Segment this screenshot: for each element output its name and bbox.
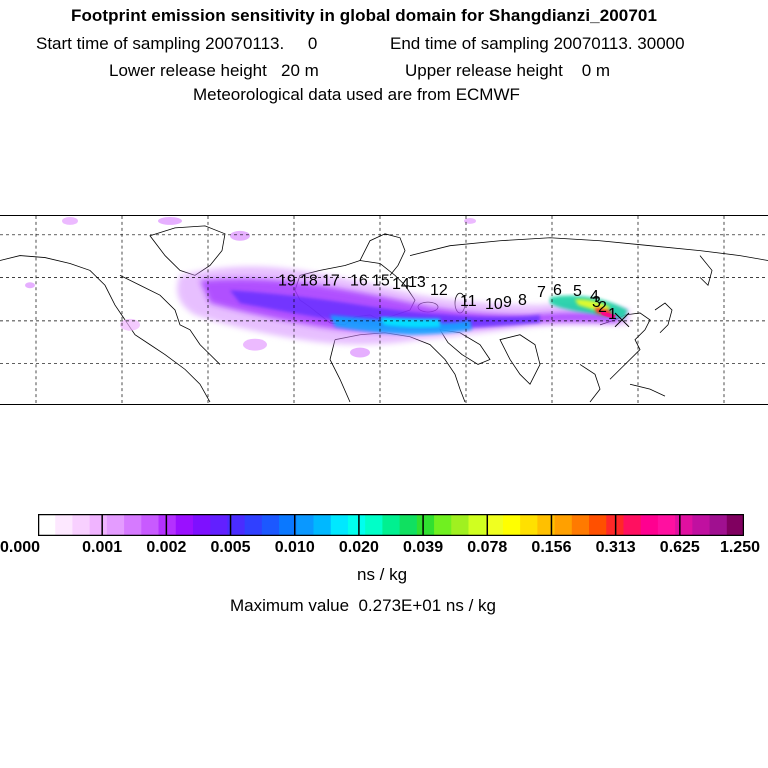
colorbar-tick-label: 0.001 bbox=[82, 539, 123, 556]
trajectory-label-3: 3 bbox=[592, 294, 601, 311]
colorbar-swatch bbox=[502, 514, 521, 536]
start-time-label: Start time of sampling 20070113. 0 bbox=[36, 34, 318, 53]
colorbar-tick-label: 0.000 bbox=[0, 539, 41, 556]
colorbar-swatch bbox=[72, 514, 91, 536]
colorbar-swatch bbox=[158, 514, 177, 536]
colorbar-swatch bbox=[89, 514, 108, 536]
footprint-plume bbox=[25, 216, 630, 358]
colorbar-swatch bbox=[485, 514, 504, 536]
colorbar-swatch bbox=[468, 514, 487, 536]
colorbar bbox=[38, 514, 744, 536]
colorbar-tick-label: 0.039 bbox=[403, 539, 444, 556]
colorbar-swatch bbox=[520, 514, 538, 536]
colorbar-swatch bbox=[399, 514, 418, 536]
colorbar-tick-label: 0.002 bbox=[146, 539, 187, 556]
colorbar-swatch bbox=[657, 514, 676, 536]
trajectory-label-5: 5 bbox=[573, 283, 582, 300]
colorbar-tick-label: 0.625 bbox=[659, 539, 700, 556]
colorbar-swatch bbox=[279, 514, 297, 536]
colorbar-swatch bbox=[537, 514, 556, 536]
lower-release-height-label: Lower release height 20 m bbox=[109, 61, 319, 80]
figure-title: Footprint emission sensitivity in global… bbox=[70, 6, 658, 25]
trajectory-label-19: 19 bbox=[278, 272, 296, 289]
colorbar-swatch bbox=[726, 514, 744, 536]
colorbar-tick-label: 0.005 bbox=[210, 539, 251, 556]
trajectory-label-4: 4 bbox=[590, 288, 599, 305]
colorbar-swatch bbox=[554, 514, 573, 536]
colorbar-tick-label: 0.313 bbox=[595, 539, 636, 556]
colorbar-tick-label: 0.156 bbox=[531, 539, 572, 556]
trajectory-label-16: 16 bbox=[350, 272, 368, 289]
colorbar-swatch bbox=[416, 514, 435, 536]
end-time-label: End time of sampling 20070113. 30000 bbox=[390, 34, 685, 53]
units-label: ns / kg bbox=[357, 565, 408, 584]
trajectory-label-6: 6 bbox=[553, 282, 562, 299]
trajectory-label-18: 18 bbox=[300, 272, 318, 289]
trajectory-label-17: 17 bbox=[322, 272, 340, 289]
colorbar-swatch bbox=[692, 514, 711, 536]
trajectory-label-2: 2 bbox=[598, 299, 607, 316]
lat-lon-grid bbox=[0, 216, 768, 404]
colorbar-swatch bbox=[38, 514, 56, 536]
colorbar-border bbox=[38, 514, 744, 536]
colorbar-swatch bbox=[296, 514, 315, 536]
colorbar-tick-label: 0.020 bbox=[338, 539, 379, 556]
colorbar-swatch bbox=[175, 514, 194, 536]
colorbar-swatch bbox=[365, 514, 383, 536]
colorbar-swatch bbox=[434, 514, 452, 536]
meteorological-data-label: Meteorological data used are from ECMWF bbox=[193, 85, 520, 104]
colorbar-swatch bbox=[709, 514, 728, 536]
colorbar-swatch bbox=[55, 514, 73, 536]
colorbar-tick-label: 0.078 bbox=[467, 539, 508, 556]
colorbar-swatch bbox=[124, 514, 142, 536]
colorbar-swatch bbox=[640, 514, 659, 536]
colorbar-swatch bbox=[192, 514, 211, 536]
colorbar-swatch bbox=[330, 514, 349, 536]
colorbar-swatch bbox=[382, 514, 401, 536]
trajectory-label-9: 9 bbox=[503, 294, 512, 311]
colorbar-swatch bbox=[261, 514, 280, 536]
trajectory-label-8: 8 bbox=[518, 292, 527, 309]
colorbar-swatch bbox=[451, 514, 469, 536]
trajectory-label-12: 12 bbox=[430, 282, 448, 299]
trajectory-label-13: 13 bbox=[408, 274, 426, 291]
colorbar-tick-label: 0.010 bbox=[274, 539, 315, 556]
maximum-value-label: Maximum value 0.273E+01 ns / kg bbox=[230, 596, 496, 615]
colorbar-swatch bbox=[106, 514, 125, 536]
trajectory-label-11: 11 bbox=[460, 293, 477, 310]
colorbar-swatch bbox=[210, 514, 228, 536]
colorbar-tick-label: 1.250 bbox=[719, 539, 760, 556]
colorbar-swatch bbox=[141, 514, 160, 536]
trajectory-label-10: 10 bbox=[485, 296, 503, 313]
trajectory-label-15: 15 bbox=[372, 272, 390, 289]
colorbar-swatch bbox=[347, 514, 366, 536]
trajectory-label-7: 7 bbox=[537, 284, 546, 301]
trajectory-label-1: 1 bbox=[608, 306, 617, 323]
colorbar-swatch bbox=[675, 514, 693, 536]
upper-release-height-label: Upper release height 0 m bbox=[405, 61, 611, 80]
colorbar-swatch bbox=[313, 514, 332, 536]
colorbar-swatch bbox=[244, 514, 263, 536]
trajectory-label-14: 14 bbox=[392, 276, 410, 293]
colorbar-swatch bbox=[623, 514, 642, 536]
colorbar-swatch bbox=[227, 514, 246, 536]
colorbar-swatch bbox=[589, 514, 607, 536]
colorbar-swatch bbox=[571, 514, 590, 536]
receptor-marker bbox=[614, 312, 630, 328]
